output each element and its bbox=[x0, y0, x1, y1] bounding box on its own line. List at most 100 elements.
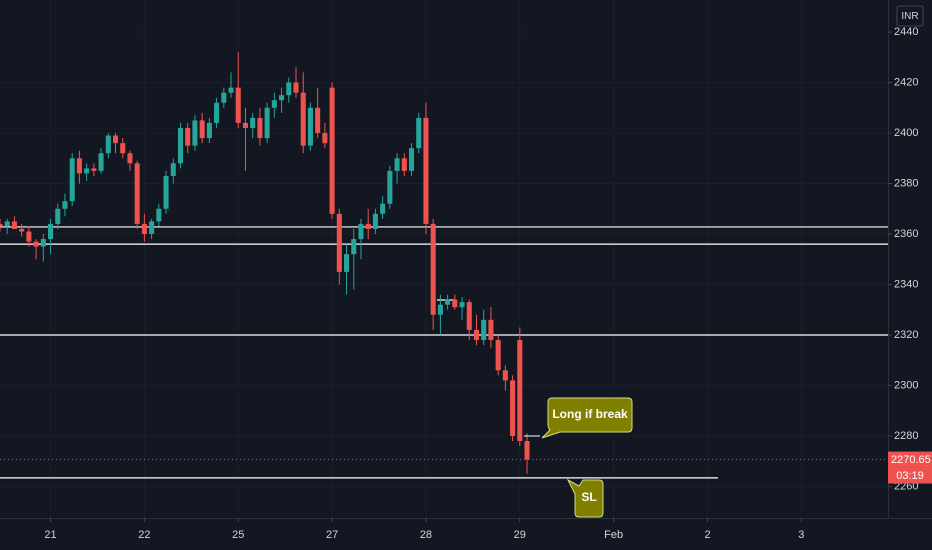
annotation-callout bbox=[541, 397, 633, 439]
candle-body bbox=[127, 153, 133, 164]
candle-body bbox=[170, 163, 176, 176]
candle-body bbox=[84, 168, 90, 174]
candle-body bbox=[286, 82, 292, 96]
candle-body bbox=[279, 95, 285, 101]
y-tick-label: 2440 bbox=[894, 26, 918, 38]
candle-body bbox=[105, 135, 111, 154]
candle-body bbox=[177, 127, 184, 164]
candle-body bbox=[134, 163, 140, 224]
candle-body bbox=[214, 102, 220, 123]
y-tick-label: 2400 bbox=[894, 127, 918, 139]
candle-body bbox=[423, 117, 429, 224]
candle-body bbox=[416, 117, 422, 149]
candle-body bbox=[250, 117, 256, 128]
candle-body bbox=[365, 223, 371, 229]
annotation-callout bbox=[566, 478, 604, 518]
candle-body bbox=[149, 221, 155, 235]
x-tick-label: 22 bbox=[138, 529, 150, 541]
candle-body bbox=[19, 228, 25, 232]
candle-body bbox=[156, 208, 162, 222]
candle-body bbox=[401, 158, 407, 171]
candle-body bbox=[510, 380, 516, 436]
candle-body bbox=[344, 254, 350, 272]
candle-body bbox=[98, 153, 104, 171]
candle-body bbox=[33, 241, 39, 247]
y-tick-label: 2420 bbox=[894, 76, 918, 88]
candle-body bbox=[524, 441, 530, 460]
x-tick-label: 21 bbox=[44, 529, 56, 541]
candle-body bbox=[69, 158, 75, 202]
last-price-box bbox=[888, 451, 932, 468]
y-tick-label: 2360 bbox=[894, 228, 918, 240]
candle-body bbox=[300, 92, 306, 146]
annotation-text: SL bbox=[581, 490, 596, 504]
candle-body bbox=[0, 223, 3, 227]
x-tick-label: Feb bbox=[604, 529, 623, 541]
candle-body bbox=[495, 340, 501, 371]
candle-body bbox=[430, 223, 436, 315]
candle-body bbox=[48, 223, 54, 240]
levels bbox=[0, 226, 888, 479]
annotation-text: Long if break bbox=[552, 407, 628, 421]
candle-body bbox=[445, 299, 451, 305]
candle-body bbox=[394, 158, 400, 171]
countdown-box bbox=[888, 467, 932, 484]
candle-body bbox=[372, 213, 378, 229]
x-tick-label: 25 bbox=[232, 529, 244, 541]
candle-body bbox=[40, 239, 46, 247]
candle-body bbox=[62, 201, 68, 209]
candle-body bbox=[11, 221, 17, 229]
grid bbox=[0, 0, 888, 518]
currency-box bbox=[896, 5, 924, 27]
x-tick-label: 29 bbox=[514, 529, 526, 541]
candle-body bbox=[387, 170, 393, 204]
candle-body bbox=[517, 340, 523, 442]
candle-body bbox=[55, 208, 61, 224]
x-tick-label: 3 bbox=[798, 529, 804, 541]
currency: INR bbox=[901, 11, 918, 22]
candle-body bbox=[26, 231, 32, 242]
candle-body bbox=[242, 122, 248, 128]
x-tick-label: 2 bbox=[704, 529, 710, 541]
x-tick-label: 27 bbox=[326, 529, 338, 541]
candle-body bbox=[452, 299, 458, 308]
candle-body bbox=[112, 135, 119, 144]
y-tick-label: 2280 bbox=[894, 430, 918, 442]
candle-body bbox=[264, 107, 270, 139]
candle-body bbox=[336, 213, 342, 272]
candle-body bbox=[4, 221, 10, 227]
candle-body bbox=[271, 100, 277, 108]
candle-body bbox=[322, 133, 328, 144]
candle-body bbox=[358, 223, 364, 240]
candle-body bbox=[185, 127, 191, 146]
candle-body bbox=[163, 175, 169, 209]
candle-body bbox=[307, 107, 313, 146]
candle-body bbox=[257, 117, 263, 139]
candle-body bbox=[206, 122, 212, 139]
candles bbox=[0, 52, 530, 474]
candle-body bbox=[91, 168, 97, 171]
candle-body bbox=[293, 82, 299, 93]
candle-body bbox=[329, 87, 335, 214]
y-tick-label: 2320 bbox=[894, 329, 918, 341]
candle-body bbox=[380, 203, 386, 214]
candle-body bbox=[437, 304, 443, 315]
candle-body bbox=[408, 148, 415, 171]
candle-body bbox=[221, 92, 227, 103]
candle-body bbox=[502, 370, 508, 381]
candle-body bbox=[120, 143, 126, 154]
candle-body bbox=[141, 223, 147, 235]
last-price-label: 2270.65 bbox=[891, 454, 931, 466]
y-tick-label: 2340 bbox=[894, 278, 918, 290]
candle-body bbox=[488, 319, 494, 341]
candle-body bbox=[473, 329, 480, 341]
y-tick-label: 2380 bbox=[894, 177, 918, 189]
candle-body bbox=[351, 239, 357, 255]
candle-body bbox=[76, 158, 82, 174]
candle-body bbox=[459, 302, 465, 308]
countdown: 03:19 bbox=[896, 470, 924, 482]
candle-body bbox=[228, 87, 234, 93]
candle-body bbox=[199, 120, 205, 139]
